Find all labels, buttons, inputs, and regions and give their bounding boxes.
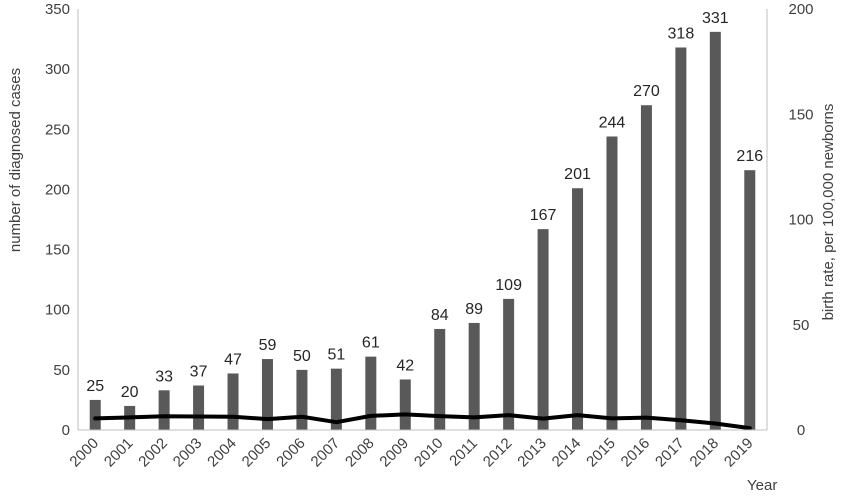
y-axis-right-tick-label: 200: [788, 1, 813, 18]
bar-data-label: 270: [633, 83, 660, 100]
y-axis-left-tick-label: 250: [45, 121, 70, 138]
bar-data-label: 167: [530, 207, 557, 224]
bar-data-label: 318: [668, 25, 695, 42]
bar-data-label: 244: [599, 115, 626, 132]
bar: [158, 390, 170, 430]
bar-data-label: 89: [465, 301, 483, 318]
y-axis-left-title: number of diagnosed cases: [7, 68, 24, 252]
y-axis-right-tick-label: 150: [788, 106, 813, 123]
bar-data-label: 84: [431, 307, 449, 324]
bar: [227, 373, 239, 430]
y-axis-left-tick-label: 50: [53, 362, 70, 379]
x-axis-tick-label: 2004: [204, 435, 240, 471]
y-axis-right-title: birth rate, per 100,000 newborns: [820, 104, 837, 321]
bar: [675, 47, 687, 431]
x-axis-tick-label: 2011: [446, 435, 481, 470]
x-axis-tick-label: 2001: [101, 435, 137, 471]
bar-data-label: 331: [702, 10, 729, 27]
bar: [399, 379, 411, 430]
y-axis-right-ticks: 0 50 100 150 200: [788, 1, 813, 439]
x-axis-tick-label: 2002: [135, 435, 171, 471]
bar: [503, 298, 515, 430]
y-axis-left-tick-label: 350: [45, 1, 70, 18]
bar-data-label: 37: [190, 363, 208, 380]
bar: [434, 328, 446, 430]
bar-data-label: 33: [155, 368, 173, 385]
line-series: [93, 412, 752, 431]
bar-data-label: 201: [564, 166, 591, 183]
bar: [468, 322, 480, 430]
bar-data-label: 109: [495, 277, 522, 294]
x-axis-tick-label: 2005: [239, 435, 275, 471]
bar: [89, 399, 101, 430]
line-series-path: [93, 412, 752, 431]
bar: [709, 31, 721, 431]
x-axis-tick-label: 2019: [721, 435, 757, 471]
y-axis-left-tick-label: 300: [45, 61, 70, 78]
x-axis-tick-label: 2013: [514, 435, 550, 471]
y-axis-right-tick-label: 100: [788, 212, 813, 229]
bar: [537, 229, 549, 430]
x-axis-tick-label: 2014: [549, 435, 585, 471]
bar: [193, 385, 205, 430]
x-axis-tick-label: 2016: [618, 435, 654, 471]
bar-data-label: 20: [121, 384, 139, 401]
bar-series: [89, 31, 756, 431]
x-axis-tick-label: 2003: [170, 435, 206, 471]
y-axis-left-tick-label: 200: [45, 181, 70, 198]
x-axis-tick-label: 2018: [687, 435, 723, 471]
bar-data-label: 59: [259, 337, 277, 354]
axes: [77, 9, 768, 431]
bar: [744, 170, 756, 430]
x-axis-tick-label: 2007: [308, 435, 344, 471]
x-axis-tick-label: 2000: [66, 435, 102, 471]
bar-data-label: 51: [327, 347, 345, 364]
x-axis-tick-label: 2015: [583, 435, 619, 471]
bar: [330, 368, 342, 430]
x-axis-tick-label: 2008: [342, 435, 378, 471]
data-labels: 25 20 33 37 47 59 50 51 61 42 84 89 109 167 201 244 270 3…: [86, 10, 763, 401]
bar-data-label: 61: [362, 335, 380, 352]
y-axis-right-tick-label: 0: [797, 422, 805, 439]
x-axis-title: Year: [747, 477, 777, 494]
bar-data-label: 47: [224, 351, 242, 368]
y-axis-left-tick-label: 0: [62, 422, 70, 439]
bar: [365, 356, 377, 430]
bar-data-label: 216: [736, 148, 763, 165]
x-axis-tick-label: 2010: [411, 435, 447, 471]
bar: [572, 188, 584, 430]
x-axis-ticks: 2000200120022003200420052006200720082009…: [66, 435, 756, 471]
bar-data-label: 25: [86, 378, 104, 395]
y-axis-right-tick-label: 50: [793, 317, 810, 334]
x-axis-tick-label: 2006: [273, 435, 309, 471]
x-axis-tick-label: 2012: [480, 435, 516, 471]
y-axis-left-tick-label: 150: [45, 242, 70, 259]
bar: [296, 369, 308, 430]
bar-data-label: 42: [396, 357, 414, 374]
bar: [261, 359, 273, 430]
bar: [606, 136, 618, 430]
bar-data-label: 50: [293, 348, 311, 365]
x-axis-tick-label: 2017: [652, 435, 688, 471]
y-axis-left-ticks: 0 50 100 150 200 250 300 350: [45, 1, 70, 439]
y-axis-left-tick-label: 100: [45, 302, 70, 319]
x-axis-tick-label: 2009: [376, 435, 412, 471]
bar: [640, 105, 652, 430]
